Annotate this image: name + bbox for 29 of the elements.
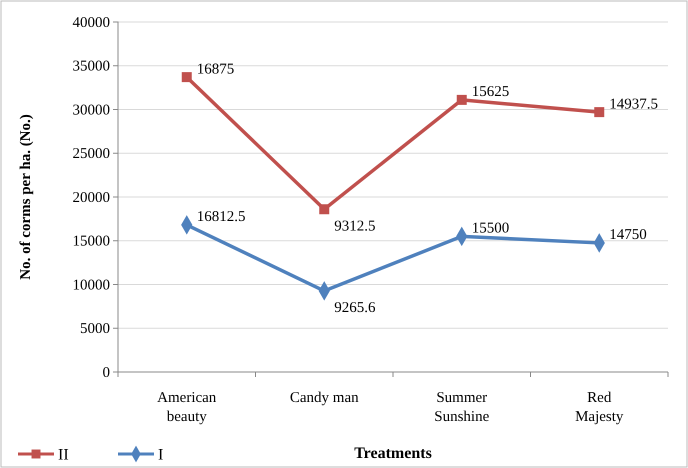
y-tick-label: 15000: [72, 234, 110, 250]
annotation: 16875: [196, 61, 234, 78]
annotation: 15625: [472, 84, 510, 100]
point: [456, 94, 467, 105]
x-tick-label: Red Majesty: [575, 390, 624, 425]
y-tick-label: 25000: [72, 146, 110, 162]
legend-label: II: [58, 446, 69, 464]
point: [594, 107, 604, 118]
annotation: 9312.5: [334, 218, 376, 234]
data-label: 9265.6: [334, 300, 376, 316]
data-label: 16812.5: [196, 209, 246, 226]
y-axis-title: No. of corms per ha. (No.): [18, 114, 34, 280]
data-label: 15500: [472, 220, 510, 237]
y-tick-label: 20000: [72, 190, 110, 206]
y-tick-label: 40000: [72, 14, 110, 31]
legend-label: I: [158, 446, 164, 464]
y-tick-label: 5000: [80, 321, 110, 338]
y-tick-label: 30000: [72, 102, 110, 118]
point: [319, 204, 330, 214]
x-tick-label: Candy man: [290, 390, 360, 406]
data-label: 14750: [609, 227, 647, 244]
y-tick-label: 35000: [72, 58, 110, 75]
point: [182, 72, 192, 82]
annotation: 14937.5: [609, 96, 658, 112]
y-tick-label: 0: [102, 364, 110, 381]
x-tick-label: Summer Sunshine: [434, 390, 490, 425]
y-tick-label: 10000: [72, 277, 110, 294]
x-tick-label: American beauty: [157, 390, 217, 425]
x-axis-title: Treatments: [354, 445, 432, 462]
